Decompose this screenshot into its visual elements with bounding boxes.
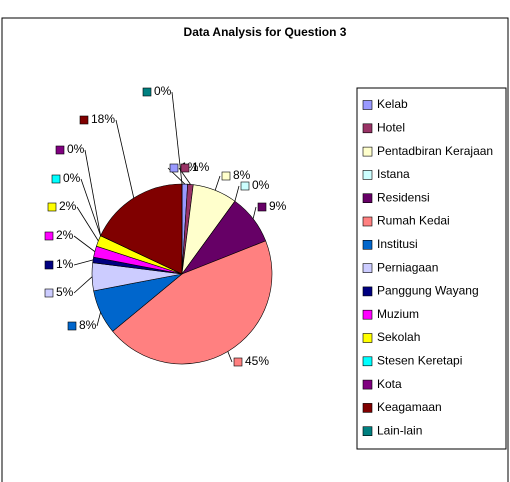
data-label: 0%	[63, 171, 81, 185]
legend-swatch	[362, 193, 373, 203]
legend-label: Perniagaan	[377, 260, 438, 274]
leader-line	[214, 175, 221, 191]
legend-box	[356, 87, 507, 450]
data-label: 1%	[56, 257, 74, 271]
legend-swatch	[362, 263, 373, 273]
legend-label: Kelab	[377, 97, 408, 111]
legend-swatch	[362, 403, 373, 413]
label-swatch	[257, 202, 267, 212]
legend-label: Kota	[377, 377, 402, 391]
data-label: 1%	[192, 160, 210, 174]
leader-line	[80, 178, 101, 236]
legend-swatch	[362, 123, 373, 134]
label-swatch	[51, 174, 61, 184]
pie-slice	[100, 183, 183, 275]
label-swatch	[240, 181, 250, 191]
legend-swatch	[362, 286, 373, 297]
label-swatch	[142, 87, 152, 97]
label-swatch	[79, 115, 89, 125]
leader-line	[73, 259, 94, 266]
label-swatch	[180, 163, 190, 173]
label-swatch	[44, 260, 54, 270]
legend-label: Residensi	[377, 190, 430, 204]
legend-swatch	[362, 379, 373, 390]
leader-line	[76, 206, 99, 242]
chart-title: Data Analysis for Question 3	[184, 25, 347, 39]
data-label: 18%	[91, 112, 115, 126]
leader-line	[171, 91, 183, 185]
legend-label: Panggung Wayang	[377, 284, 479, 298]
legend-label: Pentadbiran Kerajaan	[377, 144, 493, 158]
legend-label: Muzium	[377, 307, 419, 321]
data-label: 0%	[154, 84, 172, 98]
label-swatch	[44, 288, 54, 298]
legend-swatch	[362, 216, 373, 227]
legend-label: Lain-lain	[377, 423, 422, 437]
data-label: 9%	[269, 199, 287, 213]
label-swatch	[169, 163, 179, 173]
label-swatch	[44, 231, 54, 241]
leader-line	[234, 185, 240, 202]
legend-swatch	[362, 356, 373, 367]
data-label: 45%	[245, 354, 269, 368]
chart-frame	[1, 17, 509, 482]
leader-line	[84, 149, 101, 236]
leader-line	[252, 206, 257, 219]
legend-label: Keagamaan	[377, 400, 442, 414]
data-label: 2%	[56, 228, 74, 242]
leader-line	[115, 119, 135, 199]
legend-label: Istana	[377, 167, 410, 181]
legend-swatch	[362, 146, 373, 157]
data-label: 8%	[233, 168, 251, 182]
legend-label: Rumah Kedai	[377, 214, 450, 228]
data-label: 8%	[79, 318, 97, 332]
data-label: 5%	[56, 285, 74, 299]
legend-label: Sekolah	[377, 330, 420, 344]
data-label: 2%	[59, 199, 77, 213]
label-swatch	[233, 357, 243, 367]
leader-line	[73, 276, 93, 294]
leader-line	[227, 351, 233, 363]
legend-swatch	[362, 309, 373, 320]
legend-label: Stesen Keretapi	[377, 353, 462, 367]
data-label: 0%	[252, 178, 270, 192]
label-swatch	[55, 145, 65, 155]
legend-swatch	[362, 240, 373, 250]
legend-label: Hotel	[377, 120, 405, 134]
legend-swatch	[362, 170, 373, 180]
label-swatch	[47, 202, 57, 212]
pie-slice	[112, 240, 273, 365]
leader-line	[73, 235, 96, 252]
data-label: 0%	[67, 142, 85, 156]
label-swatch	[67, 321, 77, 331]
label-swatch	[221, 171, 231, 181]
legend-swatch	[362, 100, 373, 110]
leader-line	[96, 312, 101, 327]
legend-label: Institusi	[377, 237, 418, 251]
legend-swatch	[362, 426, 373, 437]
legend-swatch	[362, 333, 373, 343]
